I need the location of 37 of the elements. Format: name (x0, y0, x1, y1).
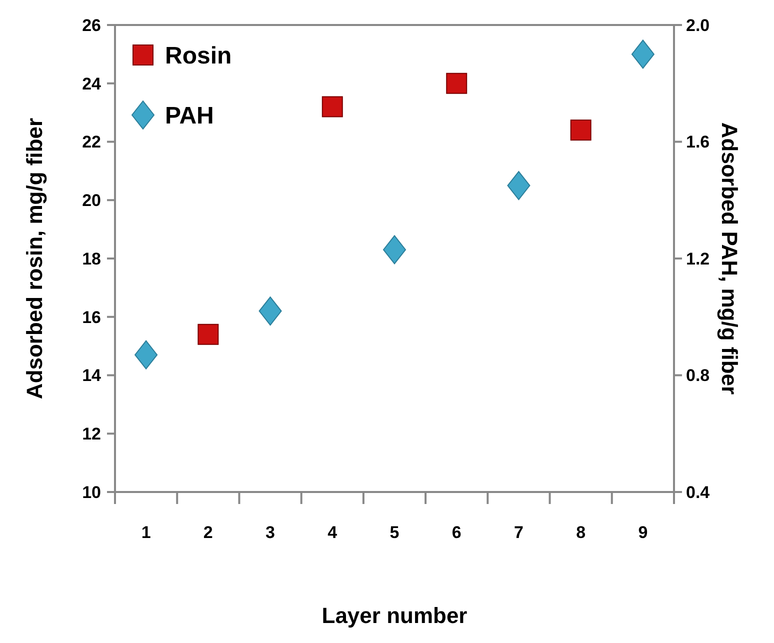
y-tick-label: 24 (82, 74, 102, 94)
y-tick-label: 10 (82, 482, 101, 502)
y-tick-label: 16 (82, 308, 101, 327)
y2-tick-label: 1.6 (686, 132, 710, 152)
point (446, 72, 468, 94)
y2-axis-title: Adsorbed PAH, mg/g fiber (717, 122, 742, 396)
x-axis-title: Layer number (322, 603, 468, 628)
y-tick-label: 12 (82, 424, 101, 444)
x-tick-label: 2 (203, 523, 213, 542)
x-tick-label: 4 (328, 523, 338, 542)
x-tick-label: 3 (266, 523, 276, 542)
y-tick-label: 26 (82, 16, 101, 35)
point (198, 324, 219, 345)
x-tick-label: 1 (141, 523, 151, 542)
point (631, 40, 654, 69)
point (507, 171, 530, 200)
x-tick-label: 6 (452, 523, 462, 542)
point (570, 120, 592, 141)
y2-tick-label: 2.0 (686, 16, 710, 35)
x-tick-label: 7 (514, 523, 524, 542)
x-tick-label: 8 (576, 523, 586, 542)
y2-tick-label: 0.4 (686, 482, 710, 502)
y-tick-label: 18 (82, 249, 101, 268)
y2-tick-label: 0.8 (686, 366, 710, 386)
legend-label: Rosin (165, 42, 232, 70)
y2-tick-label: 1.2 (686, 249, 710, 268)
y-tick-label: 22 (82, 132, 101, 152)
x-tick-label: 5 (390, 523, 400, 542)
point (134, 340, 158, 370)
point (383, 235, 406, 264)
x-tick-label: 9 (638, 523, 648, 542)
y-axis-title: Adsorbed rosin, mg/g fiber (22, 118, 47, 400)
y-tick-label: 14 (82, 366, 102, 386)
legend-label: PAH (165, 102, 214, 130)
point (258, 296, 282, 326)
y-tick-label: 20 (82, 191, 101, 210)
point (322, 96, 343, 118)
